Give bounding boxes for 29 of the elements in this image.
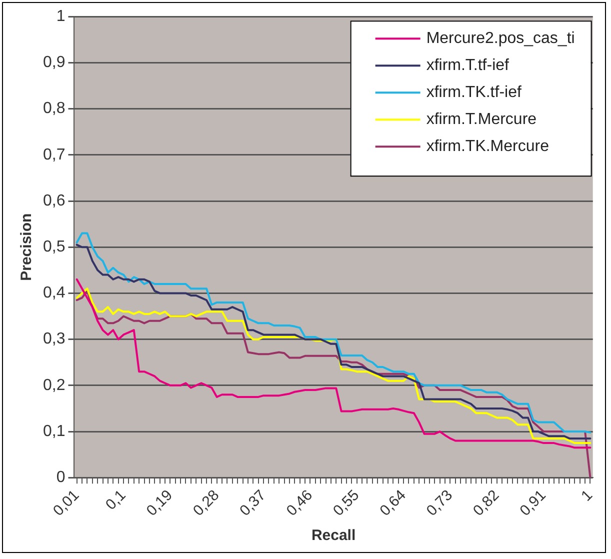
- y-tick-label: 0,2: [42, 376, 66, 394]
- y-tick-label: 0,3: [42, 330, 66, 348]
- x-tick-label: 0,01: [50, 486, 83, 520]
- x-tick-label: 0,55: [330, 486, 363, 520]
- y-tick-label: 1: [56, 8, 66, 26]
- y-tick-label: 0,6: [42, 192, 66, 210]
- x-tick-label: 0,1: [102, 486, 130, 514]
- x-tick-label: 1: [578, 486, 596, 505]
- x-tick-label: 0,28: [190, 486, 223, 520]
- legend-label: xfirm.T.Mercure: [426, 111, 537, 128]
- legend-label: xfirm.TK.Mercure: [426, 138, 550, 156]
- y-tick-label: 0: [56, 469, 66, 486]
- x-tick-label: 0,91: [516, 486, 550, 520]
- y-tick-label: 0,4: [42, 284, 66, 302]
- y-tick-label: 0,5: [42, 238, 66, 256]
- x-tick-label: 0,82: [470, 486, 503, 520]
- y-tick-label: 0,1: [42, 422, 66, 440]
- y-tick-label: 0,9: [42, 54, 66, 72]
- x-tick-label: 0,64: [376, 486, 410, 520]
- y-tick-label: 0,8: [42, 100, 66, 118]
- x-tick-label: 0,73: [423, 486, 456, 520]
- legend-label: xfirm.TK.tf-ief: [426, 84, 522, 102]
- x-tick-label: 0,46: [283, 486, 316, 520]
- y-tick-label: 0,7: [42, 146, 66, 164]
- x-axis-title: Recall: [311, 527, 356, 544]
- y-axis-title: Precision: [18, 213, 36, 281]
- legend-label: xfirm.T.tf-ief: [426, 57, 510, 74]
- legend-label: Mercure2.pos_cas_ti: [426, 30, 575, 48]
- x-tick-label: 0,19: [143, 486, 176, 520]
